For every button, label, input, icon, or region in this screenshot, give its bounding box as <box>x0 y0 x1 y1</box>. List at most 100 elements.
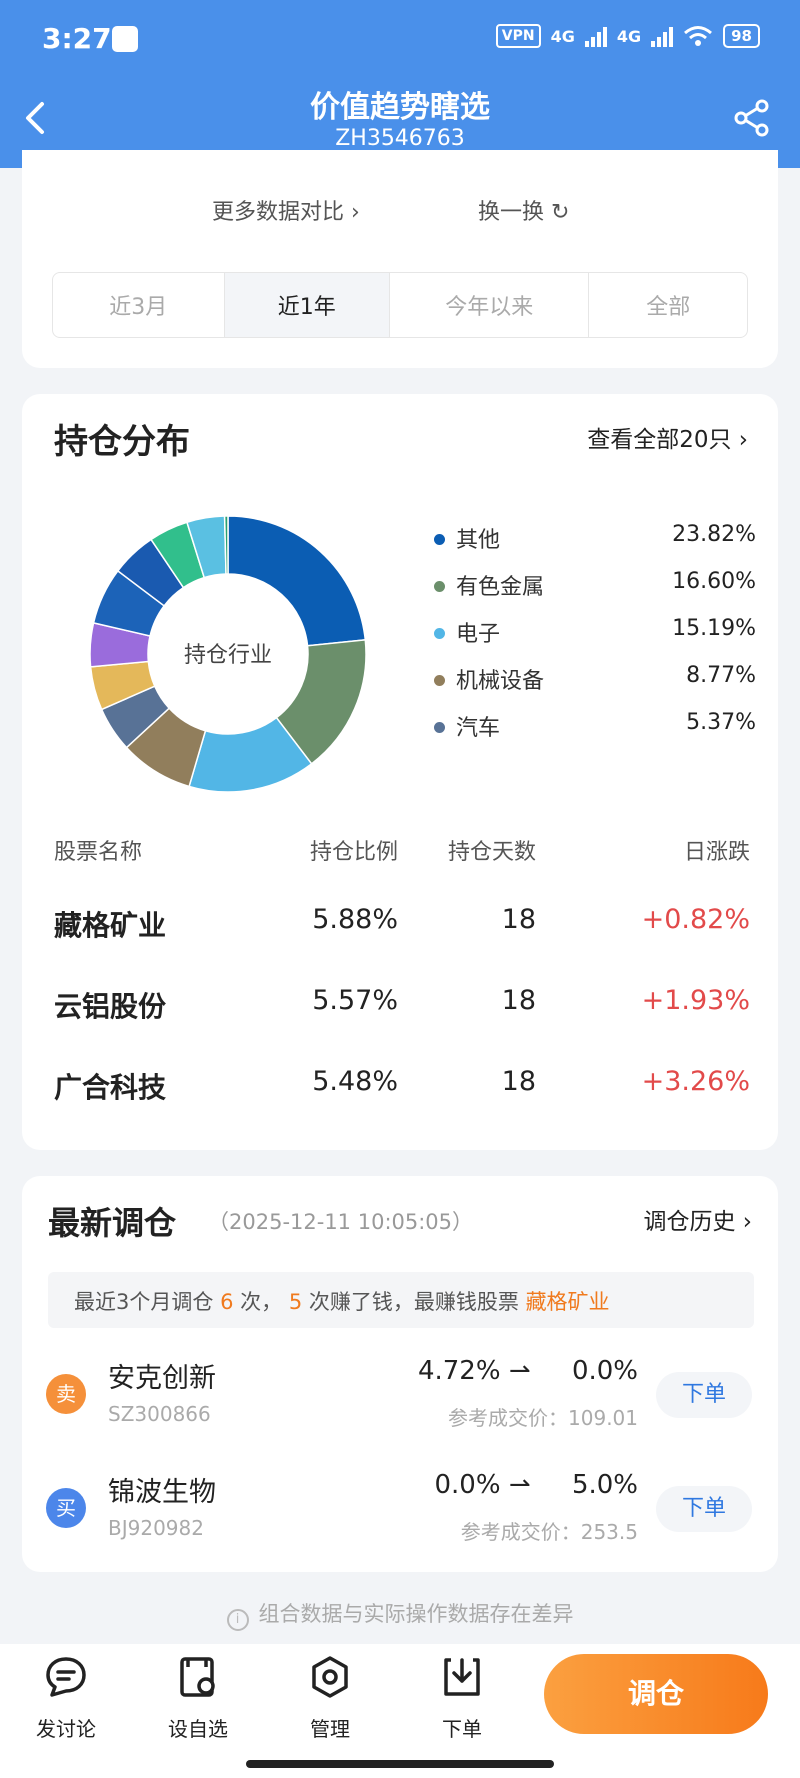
donut-slice-0 <box>227 515 367 647</box>
manage-button[interactable]: 管理 <box>280 1654 380 1742</box>
more-compare-link[interactable]: 更多数据对比 › <box>212 194 360 226</box>
summary-mid2: 次赚了钱，最赚钱股票 <box>308 1290 519 1314</box>
weight-to: 5.0% <box>571 1470 638 1500</box>
table-row[interactable]: 藏格矿业 5.88% 18 +0.82% <box>54 904 750 954</box>
trade-weight-change: 0.0% ⇀ 5.0% <box>434 1470 638 1500</box>
legend-name: 机械设备 <box>456 669 545 694</box>
status-time: 3:27 <box>42 22 112 55</box>
adjust-title: 最新调仓 <box>48 1204 177 1242</box>
trade-row[interactable]: 买 锦波生物 BJ920982 0.0% ⇀ 5.0% 参考成交价：253.5 … <box>22 1458 778 1558</box>
page-title: 价值趋势瞎选 <box>310 90 490 125</box>
status-icons: VPN 4G 4G 98 <box>495 24 760 48</box>
swap-label: 换一换 <box>478 200 545 225</box>
trade-ref-price: 参考成交价：109.01 <box>448 1406 638 1430</box>
app-header: 3:27 VPN 4G 4G 98 价值趋势瞎选 ZH3546763 <box>0 0 800 168</box>
legend-value: 8.77% <box>686 663 756 688</box>
order-label: 下单 <box>442 1717 482 1741</box>
watch-label: 设自选 <box>168 1717 228 1741</box>
order-button[interactable]: 下单 <box>656 1372 752 1418</box>
stock-change: +1.93% <box>641 985 750 1016</box>
add-watchlist-button[interactable]: 设自选 <box>148 1654 248 1742</box>
donut-center-label: 持仓行业 <box>184 643 272 668</box>
tab-1y[interactable]: 近1年 <box>224 273 391 337</box>
network-label-2: 4G <box>616 26 642 46</box>
donut-slice-11 <box>223 515 229 575</box>
discuss-label: 发讨论 <box>36 1717 96 1741</box>
bottom-action-bar: 发讨论 设自选 管理 下单 调仓 <box>0 1644 800 1778</box>
adjust-history-label: 调仓历史 <box>643 1209 736 1235</box>
signal-icon <box>584 25 607 47</box>
legend-item: 汽车 5.37% <box>426 710 756 757</box>
adjust-time: （2025-12-11 10:05:05） <box>208 1210 474 1234</box>
summary-best-stock[interactable]: 藏格矿业 <box>525 1290 610 1314</box>
summary-prefix: 最近3个月调仓 <box>74 1290 214 1314</box>
col-days[interactable]: 持仓天数 <box>447 840 536 865</box>
performance-card: 更多数据对比 › 换一换 ↻ 近3月 近1年 今年以来 全部 <box>22 150 778 368</box>
info-icon: i <box>226 1609 249 1631</box>
table-row[interactable]: 云铝股份 5.57% 18 +1.93% <box>54 985 750 1035</box>
tab-3m[interactable]: 近3月 <box>53 273 225 337</box>
refresh-icon: ↻ <box>551 200 570 225</box>
order-button[interactable]: 下单 <box>656 1486 752 1532</box>
trade-weight-change: 4.72% ⇀ 0.0% <box>418 1356 638 1386</box>
arrow-right-icon: ⇀ <box>508 1356 531 1386</box>
stock-change: +3.26% <box>641 1066 750 1097</box>
period-tabs: 近3月 近1年 今年以来 全部 <box>52 272 748 338</box>
adjust-position-button[interactable]: 调仓 <box>544 1654 768 1734</box>
legend-item: 电子 15.19% <box>426 616 756 663</box>
swap-button[interactable]: 换一换 ↻ <box>478 194 569 226</box>
industry-legend: 其他 23.82% 有色金属 16.60% 电子 15.19% 机械设备 8.77% 汽… <box>426 522 756 757</box>
col-daily-change[interactable]: 日涨跌 <box>683 840 750 865</box>
trade-ref-price: 参考成交价：253.5 <box>460 1520 638 1544</box>
legend-value: 15.19% <box>672 616 756 641</box>
signal-icon-2 <box>651 25 674 47</box>
chevron-right-icon: › <box>738 427 748 453</box>
stock-change: +0.82% <box>641 904 750 935</box>
place-order-button[interactable]: 下单 <box>412 1654 512 1742</box>
stock-name: 广合科技 <box>54 1071 167 1104</box>
view-all-link[interactable]: 查看全部20只 › <box>587 420 748 454</box>
industry-donut-chart: 持仓行业 <box>89 515 367 793</box>
network-label-1: 4G <box>550 26 575 46</box>
adjust-history-link[interactable]: 调仓历史 › <box>643 1202 752 1236</box>
discuss-button[interactable]: 发讨论 <box>16 1654 116 1742</box>
compare-row: 更多数据对比 › 换一换 ↻ <box>22 194 778 234</box>
legend-item: 其他 23.82% <box>426 522 756 569</box>
back-arrow-icon[interactable] <box>14 96 58 140</box>
tab-all[interactable]: 全部 <box>646 295 691 320</box>
trade-row[interactable]: 卖 安克创新 SZ300866 4.72% ⇀ 0.0% 参考成交价：109.0… <box>22 1344 778 1444</box>
legend-value: 23.82% <box>672 522 756 547</box>
table-row[interactable]: 广合科技 5.48% 18 +3.26% <box>54 1066 750 1116</box>
holdings-title: 持仓分布 <box>54 422 190 462</box>
download-tray-icon <box>444 1658 480 1696</box>
latest-adjust-card: 最新调仓 （2025-12-11 10:05:05） 调仓历史 › 最近3个月调… <box>22 1176 778 1572</box>
summary-count: 6 <box>220 1290 234 1314</box>
holdings-table-header: 股票名称 持仓比例 持仓天数 日涨跌 <box>54 834 750 868</box>
stock-days: 18 <box>501 904 536 935</box>
legend-dot <box>434 581 445 592</box>
legend-dot <box>434 722 445 733</box>
stock-name: 云铝股份 <box>54 990 167 1023</box>
legend-name: 有色金属 <box>456 575 545 600</box>
share-icon[interactable] <box>730 96 774 140</box>
col-ratio[interactable]: 持仓比例 <box>309 840 398 865</box>
col-stock-name: 股票名称 <box>54 840 143 865</box>
legend-name: 电子 <box>456 622 501 647</box>
more-compare-label: 更多数据对比 <box>212 200 345 225</box>
legend-dot <box>434 675 445 686</box>
home-indicator <box>246 1760 554 1768</box>
watchlist-icon <box>180 1657 215 1697</box>
tab-ytd[interactable]: 今年以来 <box>390 273 590 337</box>
legend-dot <box>434 534 445 545</box>
summary-mid1: 次， <box>240 1290 283 1314</box>
stock-ratio: 5.57% <box>312 985 398 1016</box>
settings-hexagon-icon <box>312 1656 348 1698</box>
buy-badge: 买 <box>46 1488 86 1528</box>
disclaimer-text: 组合数据与实际操作数据存在差异 <box>258 1602 574 1626</box>
battery-icon: 98 <box>723 24 760 48</box>
trade-stock-name: 锦波生物 <box>108 1477 216 1508</box>
notification-app-icon <box>112 26 138 52</box>
vpn-icon: VPN <box>495 24 541 48</box>
view-all-label: 查看全部20只 <box>587 427 732 453</box>
stock-ratio: 5.48% <box>312 1066 398 1097</box>
